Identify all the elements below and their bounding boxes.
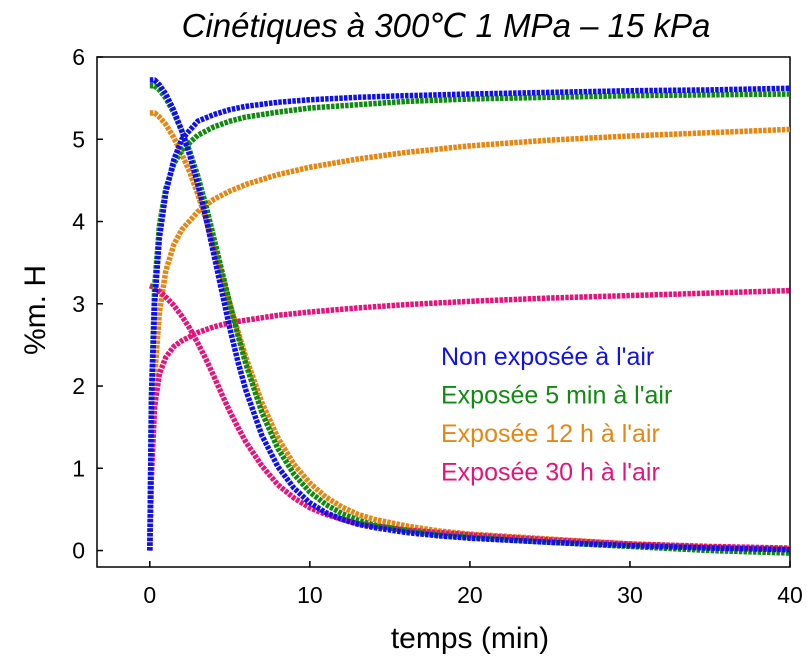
x-tick-label: 40: [777, 582, 803, 608]
y-tick-label: 4: [72, 209, 85, 235]
legend-entry: Non exposée à l'air: [441, 343, 654, 371]
series-line-desorption: [148, 283, 791, 551]
x-tick-label: 10: [297, 582, 323, 608]
x-tick-label: 30: [617, 582, 643, 608]
curves: [147, 77, 791, 556]
y-tick-label: 6: [72, 44, 85, 70]
x-tick-label: 20: [457, 582, 483, 608]
y-tick-label: 3: [72, 291, 85, 317]
y-tick-label: 1: [72, 455, 85, 481]
series-line-absorption: [147, 287, 791, 551]
y-tick-label: 2: [72, 373, 85, 399]
y-tick-label: 0: [72, 538, 85, 564]
x-axis-ticks: 0 10 20 30 40: [143, 561, 803, 608]
legend: Non exposée à l'air Exposée 5 min à l'air…: [441, 343, 672, 487]
series-line-absorption: [147, 126, 791, 551]
series-line-desorption: [149, 77, 791, 553]
y-axis-ticks: 0 1 2 3 4 5 6: [72, 44, 103, 564]
series-line-absorption: [147, 85, 791, 551]
legend-entry: Exposée 30 h à l'air: [441, 459, 660, 487]
chart-title: Cinétiques à 300℃ 1 MPa – 15 kPa: [182, 7, 711, 44]
legend-entry: Exposée 5 min à l'air: [441, 382, 672, 410]
y-axis-label: %m. H: [19, 265, 52, 355]
legend-entry: Exposée 12 h à l'air: [441, 420, 660, 448]
y-tick-label: 5: [72, 126, 85, 152]
series-line-desorption: [149, 83, 791, 556]
x-tick-label: 0: [143, 582, 156, 608]
x-axis-label: temps (min): [391, 622, 549, 655]
plot-frame: [96, 56, 791, 568]
